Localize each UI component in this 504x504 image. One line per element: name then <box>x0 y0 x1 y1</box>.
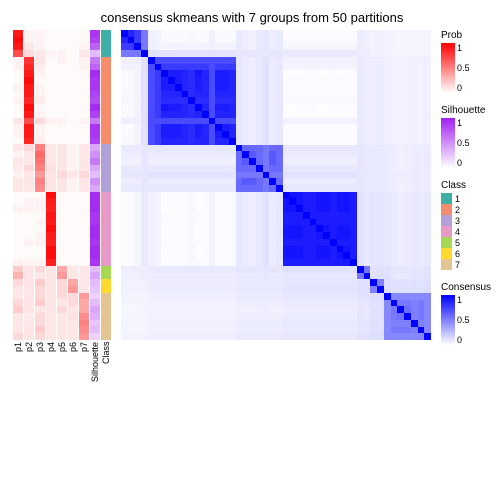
annotation-columns <box>13 30 111 340</box>
annotation-labels: p1p2p3p4p5p6p7SilhouetteClass <box>13 342 111 382</box>
legends: Prob 10.50 Silhouette 10.50 Class 123456… <box>441 30 491 382</box>
legend-prob: Prob 10.50 <box>441 30 491 93</box>
body: p1p2p3p4p5p6p7SilhouetteClass Prob 10.50… <box>13 30 491 382</box>
legend-class: Class 1234567 <box>441 180 491 270</box>
consensus-heatmap <box>121 30 431 340</box>
legend-silhouette: Silhouette 10.50 <box>441 105 491 168</box>
legend-consensus: Consensus 10.50 <box>441 282 491 345</box>
chart-title: consensus skmeans with 7 groups from 50 … <box>101 10 404 25</box>
